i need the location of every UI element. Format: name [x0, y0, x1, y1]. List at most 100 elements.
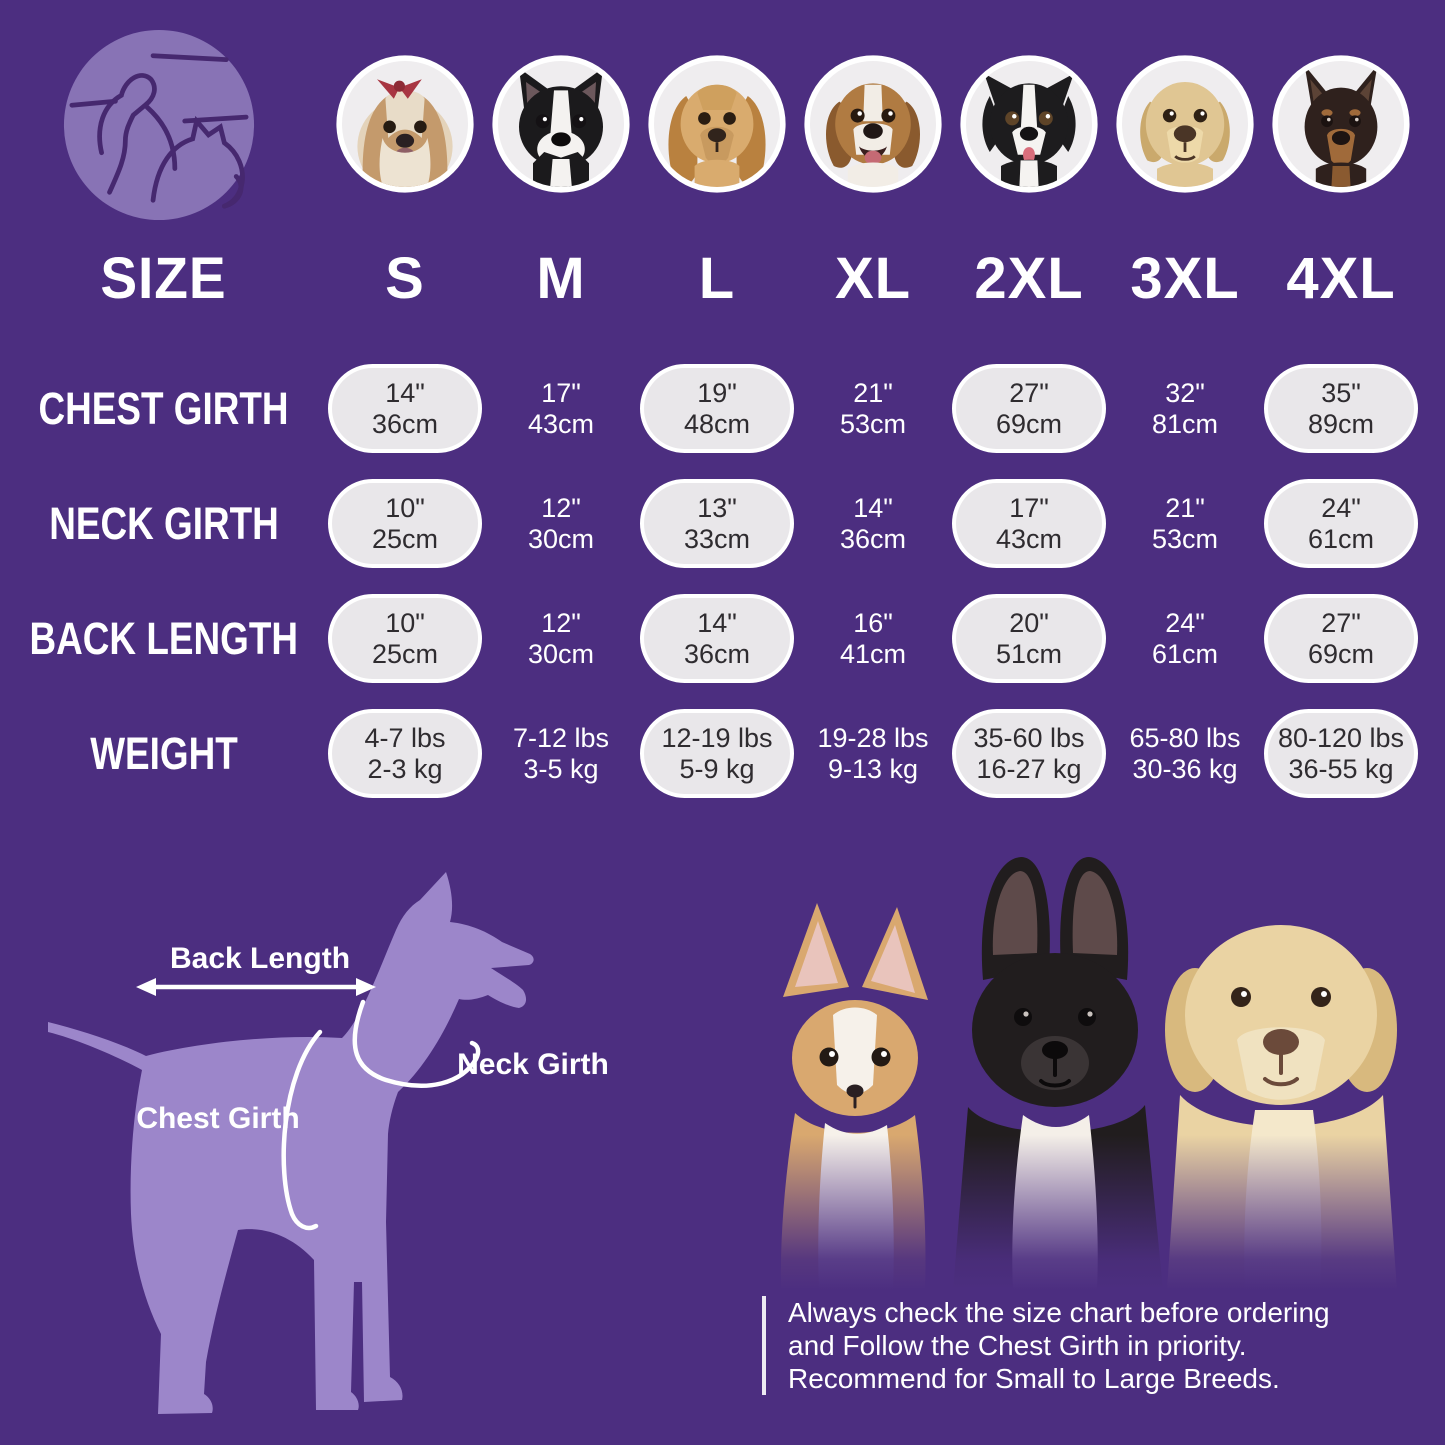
col-header-xl: XL: [834, 245, 912, 311]
row-label-weight: WEIGHT: [89, 727, 238, 779]
value-in: 17": [541, 377, 581, 408]
neck-girth-l: 13" 33cm: [640, 479, 794, 568]
dog-silhouette: [48, 872, 534, 1414]
chest-girth-s: 14" 36cm: [328, 364, 482, 453]
dogs-group-photo: [725, 845, 1425, 1290]
shih-tzu-icon: [336, 55, 474, 193]
chest-girth-3xl: 32" 81cm: [1108, 364, 1262, 453]
value-cm: 41cm: [839, 638, 907, 669]
value-in: 21": [1165, 492, 1205, 523]
back-length-label: Back Length: [169, 942, 351, 975]
value-in: 32": [1165, 377, 1205, 408]
neck-girth-label: Neck Girth: [457, 1048, 609, 1081]
value-cm: 36cm: [839, 523, 907, 554]
value-cm: 61cm: [1151, 638, 1219, 669]
value-lbs: 12-19 lbs: [661, 722, 773, 753]
value-in: 13": [697, 492, 737, 523]
value-cm: 33cm: [683, 523, 751, 554]
boston-terrier-icon: [492, 55, 630, 193]
neck-girth-2xl: 17" 43cm: [952, 479, 1106, 568]
arrowhead-left: [136, 978, 156, 996]
breed-photo-border-collie: [959, 54, 1099, 194]
weight-3xl: 65-80 lbs 30-36 kg: [1108, 709, 1262, 798]
neck-girth-xl: 14" 36cm: [796, 479, 950, 568]
cocker-spaniel-icon: [648, 55, 786, 193]
value-cm: 53cm: [1151, 523, 1219, 554]
value-cm: 43cm: [995, 523, 1063, 554]
weight-2xl: 35-60 lbs 16-27 kg: [952, 709, 1106, 798]
value-cm: 25cm: [371, 523, 439, 554]
value-in: 35": [1321, 377, 1361, 408]
neck-girth-m: 12" 30cm: [484, 479, 638, 568]
value-kg: 16-27 kg: [976, 753, 1082, 784]
labrador-icon: [1116, 55, 1254, 193]
value-lbs: 4-7 lbs: [364, 722, 446, 753]
chest-girth-2xl: 27" 69cm: [952, 364, 1106, 453]
note-line-1: Always check the size chart before order…: [788, 1297, 1330, 1328]
value-kg: 2-3 kg: [367, 753, 443, 784]
value-in: 24": [1165, 607, 1205, 638]
value-lbs: 35-60 lbs: [973, 722, 1085, 753]
back-length-3xl: 24" 61cm: [1108, 594, 1262, 683]
value-cm: 89cm: [1307, 408, 1375, 439]
value-cm: 69cm: [995, 408, 1063, 439]
chest-girth-m: 17" 43cm: [484, 364, 638, 453]
value-cm: 25cm: [371, 638, 439, 669]
chest-girth-l: 19" 48cm: [640, 364, 794, 453]
fade-overlay: [725, 1135, 1425, 1290]
breed-photo-doberman: [1271, 54, 1411, 194]
value-lbs: 65-80 lbs: [1129, 722, 1241, 753]
dog-and-cat-logo-icon: [63, 29, 255, 221]
chest-girth-4xl: 35" 89cm: [1264, 364, 1418, 453]
note-line-2: and Follow the Chest Girth in priority.: [788, 1330, 1247, 1361]
back-length-l: 14" 36cm: [640, 594, 794, 683]
value-in: 10": [385, 492, 425, 523]
value-cm: 30cm: [527, 523, 595, 554]
value-cm: 53cm: [839, 408, 907, 439]
value-in: 10": [385, 607, 425, 638]
value-kg: 36-55 kg: [1288, 753, 1394, 784]
value-cm: 81cm: [1151, 408, 1219, 439]
col-header-l: L: [698, 245, 736, 311]
brand-logo: [60, 26, 258, 224]
chest-girth-xl: 21" 53cm: [796, 364, 950, 453]
row-label-chest-girth: CHEST GIRTH: [38, 382, 289, 434]
weight-m: 7-12 lbs 3-5 kg: [484, 709, 638, 798]
value-kg: 5-9 kg: [679, 753, 755, 784]
chest-girth-label: Chest Girth: [136, 1102, 300, 1135]
value-in: 14": [853, 492, 893, 523]
row-label-back-length: BACK LENGTH: [29, 612, 298, 664]
value-in: 14": [697, 607, 737, 638]
weight-4xl: 80-120 lbs 36-55 kg: [1264, 709, 1418, 798]
value-cm: 51cm: [995, 638, 1063, 669]
back-length-2xl: 20" 51cm: [952, 594, 1106, 683]
breed-photo-beagle: [803, 54, 943, 194]
neck-girth-s: 10" 25cm: [328, 479, 482, 568]
value-in: 16": [853, 607, 893, 638]
neck-girth-3xl: 21" 53cm: [1108, 479, 1262, 568]
back-length-m: 12" 30cm: [484, 594, 638, 683]
value-in: 24": [1321, 492, 1361, 523]
col-header-2xl: 2XL: [974, 245, 1084, 311]
size-table: SIZE S M L XL 2XL 3XL 4XL CHEST GIRTH 14…: [0, 43, 1419, 811]
beagle-icon: [804, 55, 942, 193]
back-length-4xl: 27" 69cm: [1264, 594, 1418, 683]
breed-photo-shih-tzu: [335, 54, 475, 194]
value-in: 21": [853, 377, 893, 408]
arrowhead-right: [356, 978, 376, 996]
weight-s: 4-7 lbs 2-3 kg: [328, 709, 482, 798]
size-corner-label: SIZE: [100, 245, 227, 311]
value-in: 27": [1321, 607, 1361, 638]
border-collie-icon: [960, 55, 1098, 193]
three-dogs-photo: [725, 857, 1425, 1290]
value-cm: 30cm: [527, 638, 595, 669]
value-in: 12": [541, 492, 581, 523]
chest-girth-curve: [281, 1029, 323, 1231]
value-in: 27": [1009, 377, 1049, 408]
note-line-3: Recommend for Small to Large Breeds.: [788, 1363, 1280, 1394]
back-length-s: 10" 25cm: [328, 594, 482, 683]
value-lbs: 80-120 lbs: [1277, 722, 1405, 753]
row-label-neck-girth: NECK GIRTH: [48, 497, 279, 549]
back-length-xl: 16" 41cm: [796, 594, 950, 683]
doberman-icon: [1272, 55, 1410, 193]
